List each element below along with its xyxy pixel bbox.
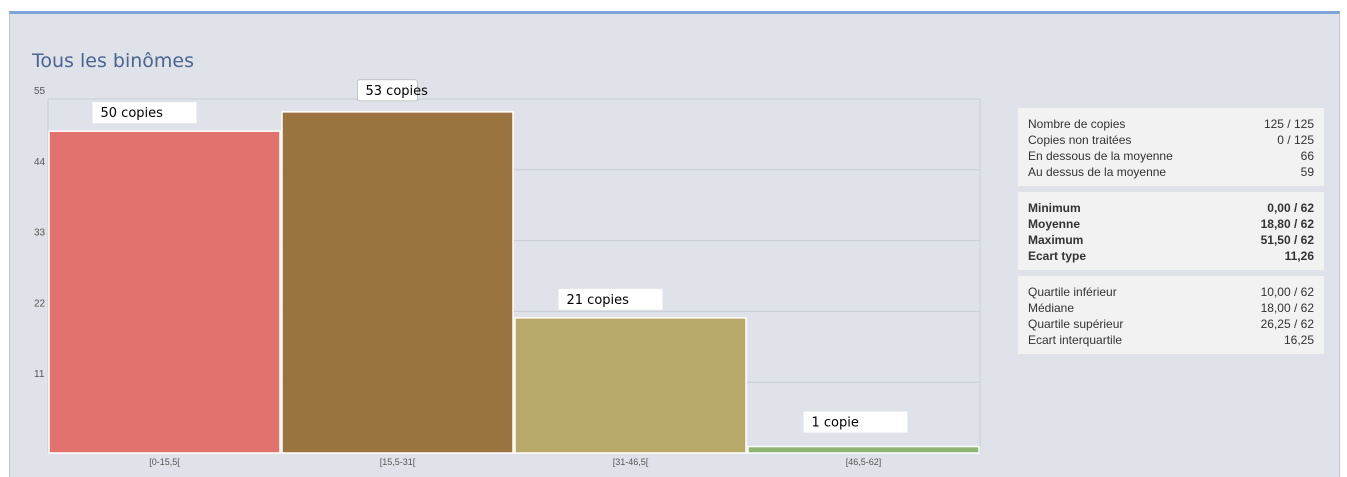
stat-value: 16,25 <box>1283 333 1314 347</box>
stat-label: Copies non traitées <box>1028 133 1132 147</box>
stat-row: Nombre de copies 125 / 125 <box>1028 116 1314 132</box>
stat-label: Quartile inférieur <box>1028 285 1117 299</box>
bar <box>281 111 514 454</box>
stat-value: 125 / 125 <box>1263 117 1314 131</box>
stat-row: En dessous de la moyenne 66 <box>1028 148 1314 164</box>
x-tick-label: [0-15,5[ <box>149 457 180 467</box>
bar <box>48 130 281 454</box>
stat-row: Quartile supérieur 26,25 / 62 <box>1028 316 1314 332</box>
stats-panel: Nombre de copies 125 / 125 Copies non tra… <box>1018 108 1324 360</box>
y-tick-label: 11 <box>34 369 45 380</box>
data-label-box <box>92 102 197 124</box>
quartiles-section: Quartile inférieur 10,00 / 62 Médiane 18,0… <box>1018 276 1324 354</box>
data-label: 1 copie <box>812 416 859 431</box>
stat-row: Au dessus de la moyenne 59 <box>1028 164 1314 180</box>
x-tick-label: [15,5-31[ <box>380 457 416 467</box>
stat-label: Ecart interquartile <box>1028 333 1123 347</box>
stat-label: En dessous de la moyenne <box>1028 149 1173 163</box>
histogram-chart: 11 22 33 44 55 [0-15,5[ 50 copies [15,5-31[ 53 c… <box>34 79 981 467</box>
stat-value: 18,80 / 62 <box>1260 217 1314 231</box>
bar <box>514 317 747 454</box>
y-tick-label: 55 <box>34 86 46 97</box>
stat-label: Maximum <box>1028 233 1084 247</box>
data-label: 21 copies <box>567 293 630 308</box>
y-tick-label: 44 <box>34 157 46 168</box>
y-tick-label: 33 <box>34 228 46 239</box>
stat-row: Ecart type 11,26 <box>1028 248 1314 264</box>
stat-value: 11,26 <box>1284 249 1314 263</box>
stat-row: Médiane 18,00 / 62 <box>1028 300 1314 316</box>
stat-label: Médiane <box>1028 301 1075 315</box>
stat-row: Quartile inférieur 10,00 / 62 <box>1028 284 1314 300</box>
stat-value: 10,00 / 62 <box>1260 285 1314 299</box>
data-label-box <box>803 411 908 433</box>
bar <box>747 445 980 454</box>
stat-value: 59 <box>1300 165 1314 179</box>
data-label: 50 copies <box>101 106 164 121</box>
stat-value: 18,00 / 62 <box>1260 301 1314 315</box>
stat-row: Maximum 51,50 / 62 <box>1028 232 1314 248</box>
counts-section: Nombre de copies 125 / 125 Copies non tra… <box>1018 108 1324 186</box>
stat-value: 51,50 / 62 <box>1260 233 1314 247</box>
stat-label: Au dessus de la moyenne <box>1028 165 1167 179</box>
stat-value: 66 <box>1300 149 1314 163</box>
summary-section: Minimum 0,00 / 62 Moyenne 18,80 / 62 Maxim… <box>1018 192 1324 270</box>
stat-value: 26,25 / 62 <box>1260 317 1314 331</box>
stat-label: Quartile supérieur <box>1028 317 1124 331</box>
data-label: 53 copies <box>366 84 429 99</box>
x-tick-label: [46,5-62] <box>846 457 882 467</box>
stat-value: 0,00 / 62 <box>1267 201 1314 215</box>
stat-label: Nombre de copies <box>1028 117 1126 131</box>
stat-row: Moyenne 18,80 / 62 <box>1028 216 1314 232</box>
data-label-box <box>357 79 418 102</box>
x-tick-label: [31-46,5[ <box>613 457 649 467</box>
stat-row: Copies non traitées 0 / 125 <box>1028 132 1314 148</box>
chart-title: Tous les binômes <box>32 50 194 72</box>
y-tick-label: 22 <box>34 298 46 309</box>
stat-row: Minimum 0,00 / 62 <box>1028 200 1314 216</box>
data-label-box <box>558 288 663 310</box>
stat-label: Ecart type <box>1028 249 1087 263</box>
stat-label: Moyenne <box>1028 217 1081 231</box>
stat-row: Ecart interquartile 16,25 <box>1028 332 1314 348</box>
stat-value: 0 / 125 <box>1277 133 1314 147</box>
stat-label: Minimum <box>1028 201 1081 215</box>
